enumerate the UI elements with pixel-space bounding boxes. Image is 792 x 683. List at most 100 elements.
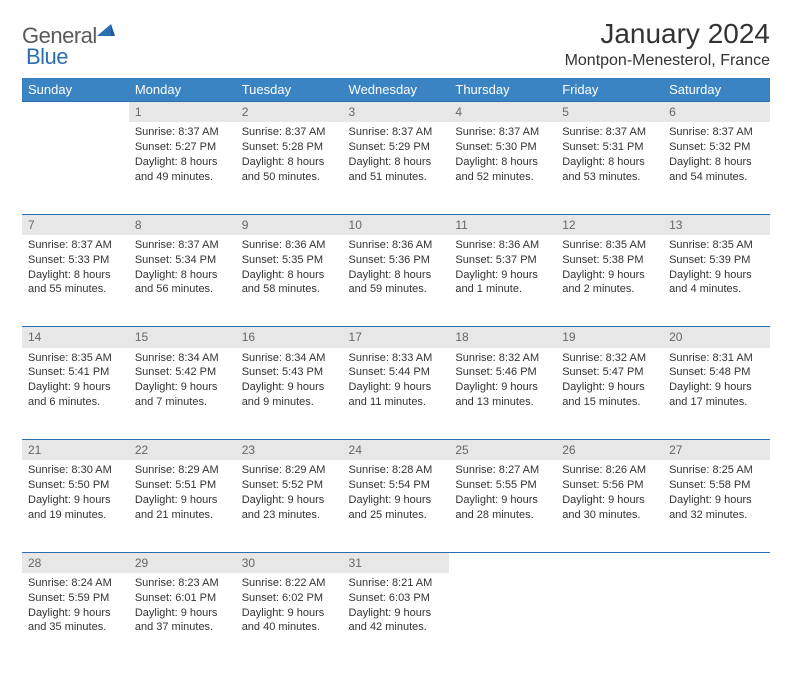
daylight-text: and 19 minutes. (28, 508, 123, 523)
day-number: 13 (663, 214, 770, 235)
sunrise-text: Sunrise: 8:22 AM (242, 576, 337, 591)
day-cell: Sunrise: 8:23 AMSunset: 6:01 PMDaylight:… (129, 573, 236, 665)
sunset-text: Sunset: 5:29 PM (349, 140, 444, 155)
dow-thursday: Thursday (449, 78, 556, 102)
sunset-text: Sunset: 5:31 PM (562, 140, 657, 155)
sunset-text: Sunset: 6:03 PM (349, 591, 444, 606)
daylight-text: and 37 minutes. (135, 620, 230, 635)
sunrise-text: Sunrise: 8:36 AM (349, 238, 444, 253)
daylight-text: and 56 minutes. (135, 282, 230, 297)
sunrise-text: Sunrise: 8:34 AM (135, 351, 230, 366)
daylight-text: Daylight: 9 hours (455, 493, 550, 508)
dow-wednesday: Wednesday (343, 78, 450, 102)
daylight-text: Daylight: 8 hours (242, 268, 337, 283)
day-number: 9 (236, 214, 343, 235)
sunset-text: Sunset: 5:54 PM (349, 478, 444, 493)
daylight-text: and 50 minutes. (242, 170, 337, 185)
day-number: 10 (343, 214, 450, 235)
week-body-row: Sunrise: 8:35 AMSunset: 5:41 PMDaylight:… (22, 348, 770, 440)
sunset-text: Sunset: 5:48 PM (669, 365, 764, 380)
week-daynum-row: 78910111213 (22, 214, 770, 235)
sunset-text: Sunset: 5:36 PM (349, 253, 444, 268)
day-cell: Sunrise: 8:37 AMSunset: 5:27 PMDaylight:… (129, 122, 236, 214)
daylight-text: Daylight: 9 hours (669, 268, 764, 283)
day-cell: Sunrise: 8:34 AMSunset: 5:42 PMDaylight:… (129, 348, 236, 440)
daylight-text: and 17 minutes. (669, 395, 764, 410)
sunrise-text: Sunrise: 8:37 AM (455, 125, 550, 140)
day-cell: Sunrise: 8:34 AMSunset: 5:43 PMDaylight:… (236, 348, 343, 440)
day-number: 28 (22, 552, 129, 573)
daylight-text: and 55 minutes. (28, 282, 123, 297)
sunset-text: Sunset: 5:58 PM (669, 478, 764, 493)
day-cell: Sunrise: 8:37 AMSunset: 5:34 PMDaylight:… (129, 235, 236, 327)
sunset-text: Sunset: 6:02 PM (242, 591, 337, 606)
sunrise-text: Sunrise: 8:26 AM (562, 463, 657, 478)
day-cell: Sunrise: 8:30 AMSunset: 5:50 PMDaylight:… (22, 460, 129, 552)
daylight-text: Daylight: 9 hours (669, 493, 764, 508)
day-cell: Sunrise: 8:29 AMSunset: 5:51 PMDaylight:… (129, 460, 236, 552)
day-number: 26 (556, 440, 663, 461)
sunrise-text: Sunrise: 8:30 AM (28, 463, 123, 478)
daylight-text: Daylight: 8 hours (242, 155, 337, 170)
location: Montpon-Menesterol, France (565, 52, 770, 70)
daylight-text: Daylight: 9 hours (135, 606, 230, 621)
header: General January 2024 Montpon-Menesterol,… (22, 18, 770, 70)
day-cell (449, 573, 556, 665)
day-cell: Sunrise: 8:36 AMSunset: 5:36 PMDaylight:… (343, 235, 450, 327)
day-number: 22 (129, 440, 236, 461)
day-cell: Sunrise: 8:32 AMSunset: 5:46 PMDaylight:… (449, 348, 556, 440)
daylight-text: Daylight: 9 hours (562, 493, 657, 508)
day-cell (556, 573, 663, 665)
day-cell: Sunrise: 8:35 AMSunset: 5:41 PMDaylight:… (22, 348, 129, 440)
day-number: 12 (556, 214, 663, 235)
sunrise-text: Sunrise: 8:32 AM (562, 351, 657, 366)
sunset-text: Sunset: 5:43 PM (242, 365, 337, 380)
sunrise-text: Sunrise: 8:35 AM (28, 351, 123, 366)
sunset-text: Sunset: 5:46 PM (455, 365, 550, 380)
day-number: 27 (663, 440, 770, 461)
day-cell: Sunrise: 8:33 AMSunset: 5:44 PMDaylight:… (343, 348, 450, 440)
dow-friday: Friday (556, 78, 663, 102)
day-cell: Sunrise: 8:37 AMSunset: 5:31 PMDaylight:… (556, 122, 663, 214)
sunset-text: Sunset: 5:52 PM (242, 478, 337, 493)
dow-sunday: Sunday (22, 78, 129, 102)
daylight-text: Daylight: 8 hours (455, 155, 550, 170)
day-cell: Sunrise: 8:25 AMSunset: 5:58 PMDaylight:… (663, 460, 770, 552)
daylight-text: Daylight: 9 hours (135, 380, 230, 395)
day-number: 11 (449, 214, 556, 235)
day-number: 6 (663, 102, 770, 123)
day-number: 23 (236, 440, 343, 461)
daylight-text: Daylight: 9 hours (242, 493, 337, 508)
day-number: 15 (129, 327, 236, 348)
day-cell: Sunrise: 8:32 AMSunset: 5:47 PMDaylight:… (556, 348, 663, 440)
sunrise-text: Sunrise: 8:28 AM (349, 463, 444, 478)
day-number: 16 (236, 327, 343, 348)
week-body-row: Sunrise: 8:30 AMSunset: 5:50 PMDaylight:… (22, 460, 770, 552)
sunrise-text: Sunrise: 8:24 AM (28, 576, 123, 591)
dow-tuesday: Tuesday (236, 78, 343, 102)
daylight-text: Daylight: 8 hours (135, 155, 230, 170)
day-cell: Sunrise: 8:37 AMSunset: 5:33 PMDaylight:… (22, 235, 129, 327)
daylight-text: Daylight: 9 hours (242, 606, 337, 621)
daylight-text: Daylight: 9 hours (562, 268, 657, 283)
day-cell: Sunrise: 8:36 AMSunset: 5:37 PMDaylight:… (449, 235, 556, 327)
daylight-text: and 49 minutes. (135, 170, 230, 185)
daylight-text: and 52 minutes. (455, 170, 550, 185)
daylight-text: Daylight: 8 hours (135, 268, 230, 283)
day-number: 24 (343, 440, 450, 461)
sunrise-text: Sunrise: 8:37 AM (242, 125, 337, 140)
daylight-text: and 11 minutes. (349, 395, 444, 410)
day-cell: Sunrise: 8:37 AMSunset: 5:29 PMDaylight:… (343, 122, 450, 214)
daylight-text: and 32 minutes. (669, 508, 764, 523)
sunrise-text: Sunrise: 8:37 AM (349, 125, 444, 140)
daylight-text: Daylight: 8 hours (669, 155, 764, 170)
sunset-text: Sunset: 5:38 PM (562, 253, 657, 268)
sunrise-text: Sunrise: 8:33 AM (349, 351, 444, 366)
day-number: 18 (449, 327, 556, 348)
daylight-text: and 4 minutes. (669, 282, 764, 297)
brand-sail-icon (97, 22, 115, 41)
daylight-text: and 23 minutes. (242, 508, 337, 523)
daylight-text: Daylight: 9 hours (28, 493, 123, 508)
day-cell: Sunrise: 8:35 AMSunset: 5:39 PMDaylight:… (663, 235, 770, 327)
daylight-text: and 13 minutes. (455, 395, 550, 410)
